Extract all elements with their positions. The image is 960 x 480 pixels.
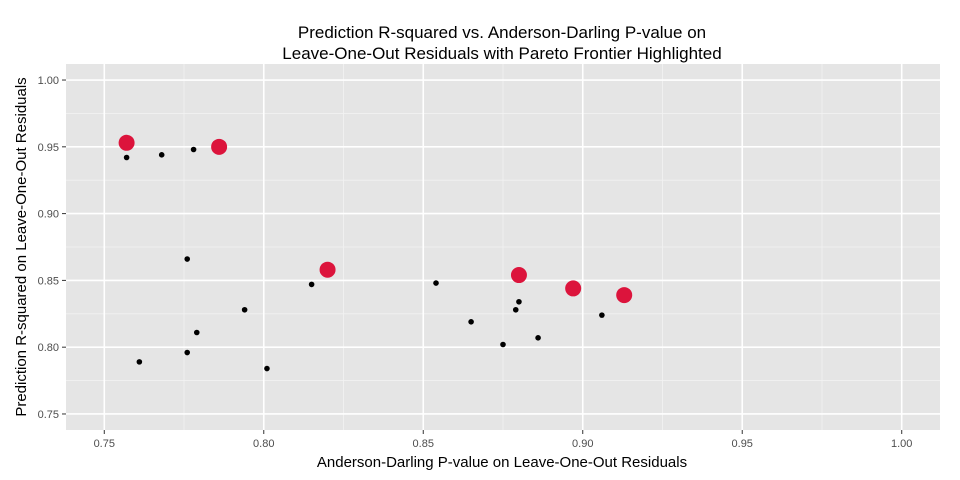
chart-title-line-1: Prediction R-squared vs. Anderson-Darlin… bbox=[298, 23, 706, 42]
data-point bbox=[123, 154, 130, 161]
data-point bbox=[241, 306, 248, 313]
x-tick-label: 1.00 bbox=[891, 438, 912, 450]
grid bbox=[66, 64, 940, 430]
data-point bbox=[193, 329, 200, 336]
pareto-frontier-point bbox=[319, 261, 336, 278]
x-tick-label: 0.90 bbox=[572, 438, 593, 450]
x-tick-label: 0.95 bbox=[732, 438, 753, 450]
y-tick-label: 1.00 bbox=[38, 75, 59, 87]
x-axis-title: Anderson-Darling P-value on Leave-One-Ou… bbox=[317, 454, 687, 471]
data-point bbox=[535, 335, 541, 341]
x-tick-label: 0.85 bbox=[413, 438, 434, 450]
pareto-frontier-point bbox=[118, 134, 135, 151]
data-point bbox=[516, 298, 522, 305]
y-axis-ticks: 0.75 0.80 0.85 0.90 0.95 1.00 bbox=[38, 75, 66, 421]
data-point bbox=[136, 359, 143, 365]
data-point bbox=[308, 281, 315, 288]
data-points bbox=[118, 134, 633, 372]
pareto-frontier-point bbox=[565, 280, 582, 297]
x-tick-label: 0.80 bbox=[253, 438, 274, 450]
y-tick-label: 0.75 bbox=[38, 409, 59, 421]
x-axis-ticks: 0.75 0.80 0.85 0.90 0.95 1.00 bbox=[94, 430, 912, 450]
data-point bbox=[184, 349, 191, 356]
y-tick-label: 0.90 bbox=[38, 209, 59, 221]
data-point bbox=[599, 312, 605, 318]
data-point bbox=[433, 280, 439, 286]
pareto-frontier-point bbox=[211, 138, 228, 155]
data-point bbox=[468, 319, 474, 325]
x-tick-label: 0.75 bbox=[94, 438, 115, 450]
data-point bbox=[190, 146, 197, 153]
data-point bbox=[264, 365, 270, 372]
data-point bbox=[158, 152, 165, 158]
y-tick-label: 0.80 bbox=[38, 342, 59, 354]
chart-title-line-2: Leave-One-Out Residuals with Pareto Fron… bbox=[282, 44, 721, 63]
data-point bbox=[512, 306, 519, 313]
data-point bbox=[184, 256, 191, 262]
y-tick-label: 0.95 bbox=[38, 142, 59, 154]
pareto-frontier-point bbox=[510, 267, 527, 284]
y-tick-label: 0.85 bbox=[38, 275, 59, 287]
y-axis-title: Prediction R-squared on Leave-One-Out Re… bbox=[13, 77, 30, 416]
data-point bbox=[500, 341, 506, 348]
pareto-frontier-point bbox=[616, 287, 633, 304]
